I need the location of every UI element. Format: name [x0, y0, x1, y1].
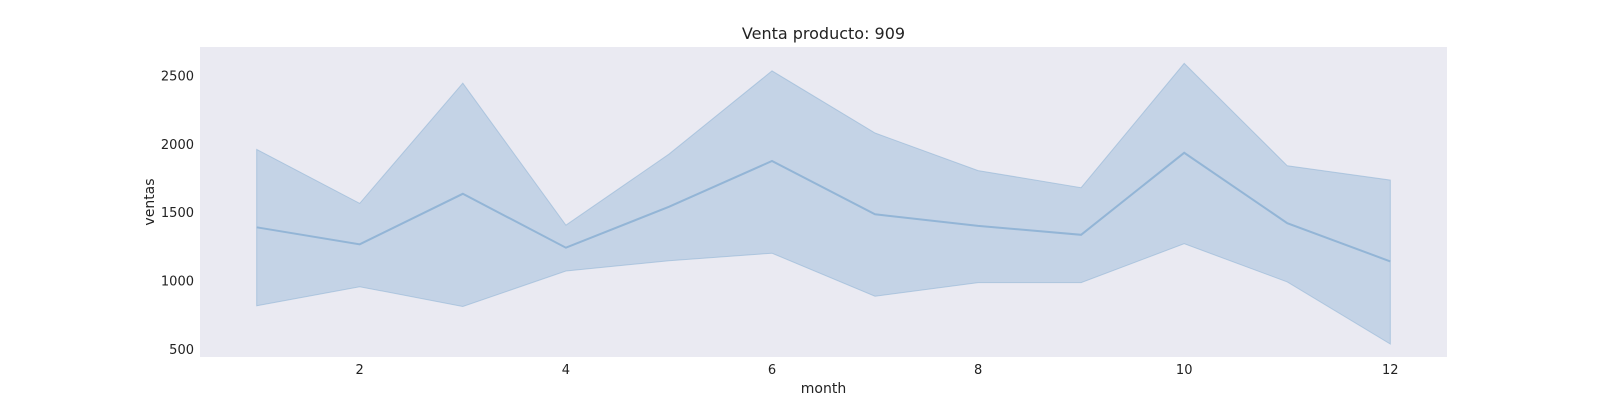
series-line	[256, 151, 1391, 263]
y-axis-ticks: 500 1000 1500 2000 2500	[161, 70, 194, 358]
x-tick-label: 2	[356, 363, 364, 378]
x-tick-label: 6	[768, 363, 776, 378]
y-tick-label: 2000	[161, 138, 194, 153]
y-tick-label: 2500	[161, 70, 194, 85]
y-tick-label: 1000	[161, 275, 194, 290]
y-axis-title: ventas	[142, 178, 158, 225]
x-tick-label: 12	[1382, 363, 1399, 378]
y-tick-label: 500	[169, 343, 194, 358]
x-axis-ticks: 2 4 6 8 10 12	[356, 363, 1399, 378]
x-tick-label: 4	[562, 363, 570, 378]
confidence-band	[256, 62, 1391, 345]
x-axis-title: month	[801, 381, 846, 397]
x-tick-label: 10	[1176, 363, 1193, 378]
y-tick-label: 1500	[161, 206, 194, 221]
confidence-band-layer	[256, 62, 1391, 345]
chart-title: Venta producto: 909	[742, 24, 905, 43]
series-line-layer	[256, 151, 1391, 263]
x-tick-label: 8	[974, 363, 982, 378]
